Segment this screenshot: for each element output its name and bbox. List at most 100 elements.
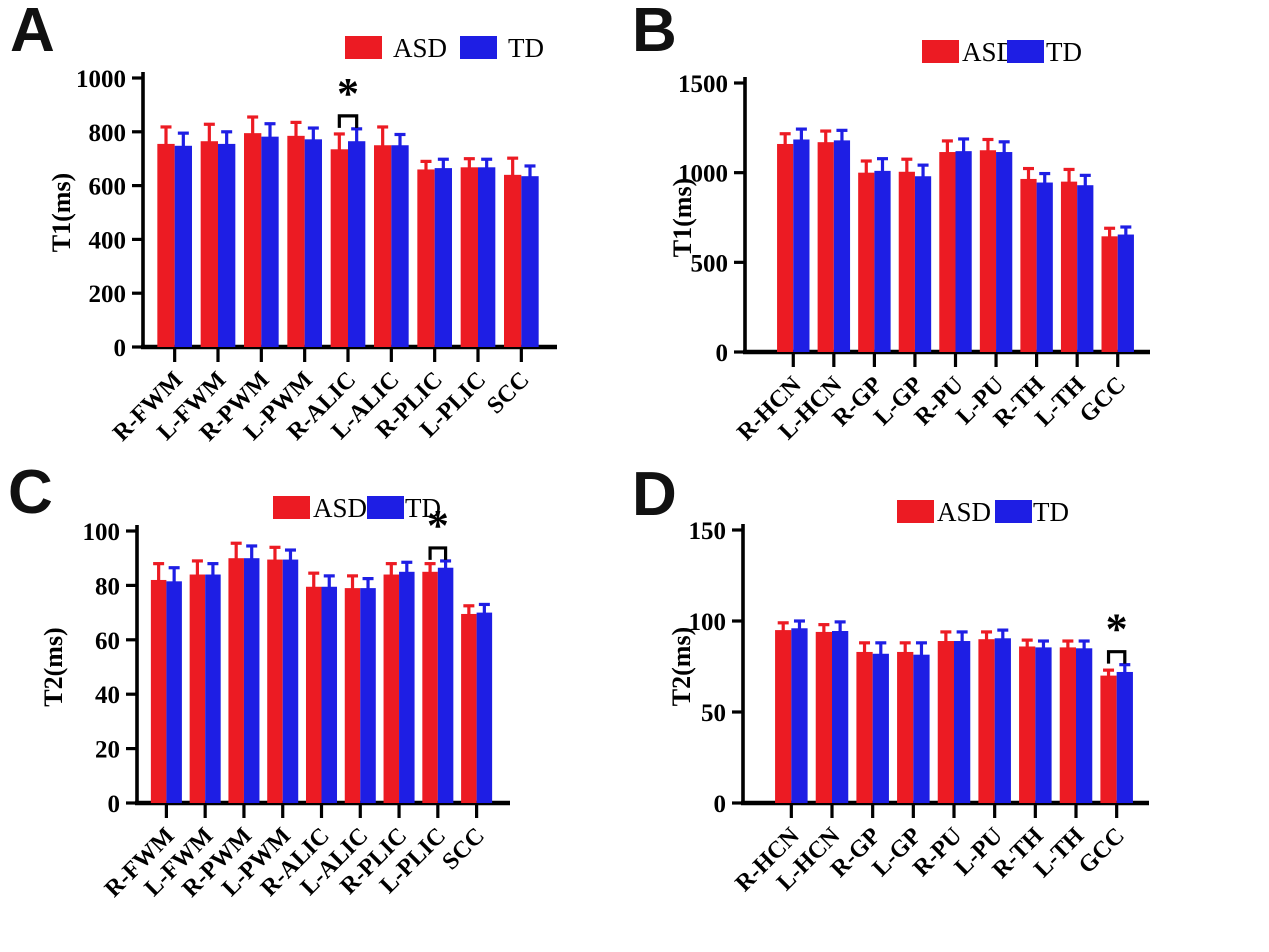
y-tick-label: 60 [95,628,120,655]
bar-td-r-pu [954,641,971,803]
bar-asd-l-hcn [815,631,832,803]
y-tick-label: 80 [95,573,120,600]
legend-swatch-asd [922,40,959,63]
y-tick-label: 200 [89,281,127,308]
legend-swatch-td [1007,40,1044,63]
bar-td-scc [476,612,493,803]
y-tick-label: 0 [716,340,729,367]
bar-asd-r-alic [305,586,322,803]
x-category-label: SCC [482,367,534,419]
y-tick-label: 0 [108,791,121,818]
bar-td-gcc [1116,671,1133,803]
y-tick-label: 40 [95,682,120,709]
bar-asd-scc [461,613,477,803]
legend-label-asd: ASD [393,33,447,63]
panel-label-a: A [10,0,55,65]
bar-td-r-alic [321,586,338,803]
bar-asd-l-th [1060,181,1078,352]
bar-asd-r-plic [417,169,435,347]
bar-td-r-plic [399,571,415,803]
panel-A: A 0 200 400 600 800 1000 T1(ms) R-FWM L-FWM R-PWM… [0,0,622,460]
bar-asd-l-hcn [817,142,834,352]
x-category-label: R-PU [908,823,967,882]
legend-label-asd: ASD [937,497,991,527]
x-category-label: R-PU [910,372,969,431]
panel-label-d: D [632,460,677,529]
bar-td-r-plic [434,168,452,347]
bar-td-r-alic [348,141,366,347]
bar-chart-t1-white-matter: 02004006008001000T1(ms)R-FWML-FWMR-PWML-… [47,33,557,447]
bar-td-l-fwm [205,574,221,803]
bar-asd-r-fwm [157,143,175,347]
x-category-label: GCC [1074,823,1130,879]
legend-swatch-td [460,36,497,59]
bar-chart-t2-gray-matter: 050100150T2(ms)R-HCNL-HCNR-GPL-GPR-PUL-P… [667,497,1149,897]
bar-td-r-hcn [791,628,808,803]
x-category-label: GCC [1075,372,1131,428]
bar-asd-scc [504,174,522,347]
bar-asd-l-alic [374,145,392,347]
bar-asd-gcc [1100,675,1117,803]
y-tick-label: 800 [89,120,127,147]
bar-asd-r-pwm [228,558,244,803]
significance-bracket [1106,650,1127,664]
bar-asd-r-fwm [150,579,167,803]
y-tick-label: 1000 [76,66,126,93]
bar-td-l-pu [994,638,1011,803]
y-tick-label: 1500 [678,71,728,98]
bar-td-r-pwm [261,136,279,347]
bar-asd-r-hcn [775,630,792,803]
bar-td-l-gp [913,654,930,803]
bar-td-r-pu [955,151,972,352]
legend-label-td: TD [405,493,441,523]
panel-C: C 0 20 40 60 80 100 T2(ms) R-FWM L-FWM R-PWM L-PWM… [0,460,622,952]
legend-swatch-asd [345,36,382,59]
bar-asd-l-alic [344,588,361,803]
significance-asterisk: * [1106,605,1128,654]
bar-asd-l-plic [422,571,438,803]
panel-label-b: B [632,0,677,65]
bar-td-r-fwm [166,581,182,803]
bar-td-gcc [1117,234,1134,352]
bar-td-r-th [1036,182,1053,352]
y-axis-title: T1(ms) [47,173,76,252]
legend-swatch-td [995,500,1032,523]
bar-td-l-th [1077,185,1094,352]
y-tick-label: 600 [89,174,127,201]
bar-td-l-pu [996,152,1013,352]
legend-label-td: TD [1046,37,1082,67]
y-tick-label: 1000 [678,161,728,188]
bar-td-l-plic [437,567,454,803]
bar-asd-r-alic [330,149,348,347]
bar-asd-r-pu [939,152,956,352]
y-axis-title: T1(ms) [668,178,697,257]
y-tick-label: 0 [114,335,127,362]
bar-asd-l-pu [979,150,997,352]
bar-td-l-th [1076,648,1093,803]
y-tick-label: 150 [689,518,727,545]
bar-asd-r-pwm [244,133,262,347]
significance-bracket [337,114,359,128]
bar-td-l-alic [391,145,409,347]
panel-B: B 0 500 1000 1500 T1(ms) R-HCN L-HCN R-GP L-GP R-… [625,0,1269,460]
y-axis-title: T2(ms) [667,627,696,706]
legend-label-td: TD [508,33,544,63]
bar-td-scc [521,176,539,347]
x-category-label: SCC [438,823,490,875]
bar-chart-t2-white-matter: 020406080100T2(ms)R-FWML-FWMR-PWML-PWMR-… [39,493,510,903]
bar-asd-l-gp [898,171,915,352]
significance-asterisk: * [337,69,359,118]
bar-td-l-gp [914,176,932,352]
significance-bracket [428,546,448,560]
bar-td-l-pwm [304,139,322,347]
bar-asd-l-pwm [267,559,283,803]
bar-asd-gcc [1101,236,1118,352]
y-tick-label: 400 [89,227,127,254]
legend-swatch-asd [273,496,310,519]
legend-swatch-td [367,496,404,519]
y-tick-label: 0 [714,791,727,818]
bar-td-r-gp [874,170,891,352]
bar-asd-r-th [1020,178,1037,352]
bar-td-l-alic [360,588,376,803]
